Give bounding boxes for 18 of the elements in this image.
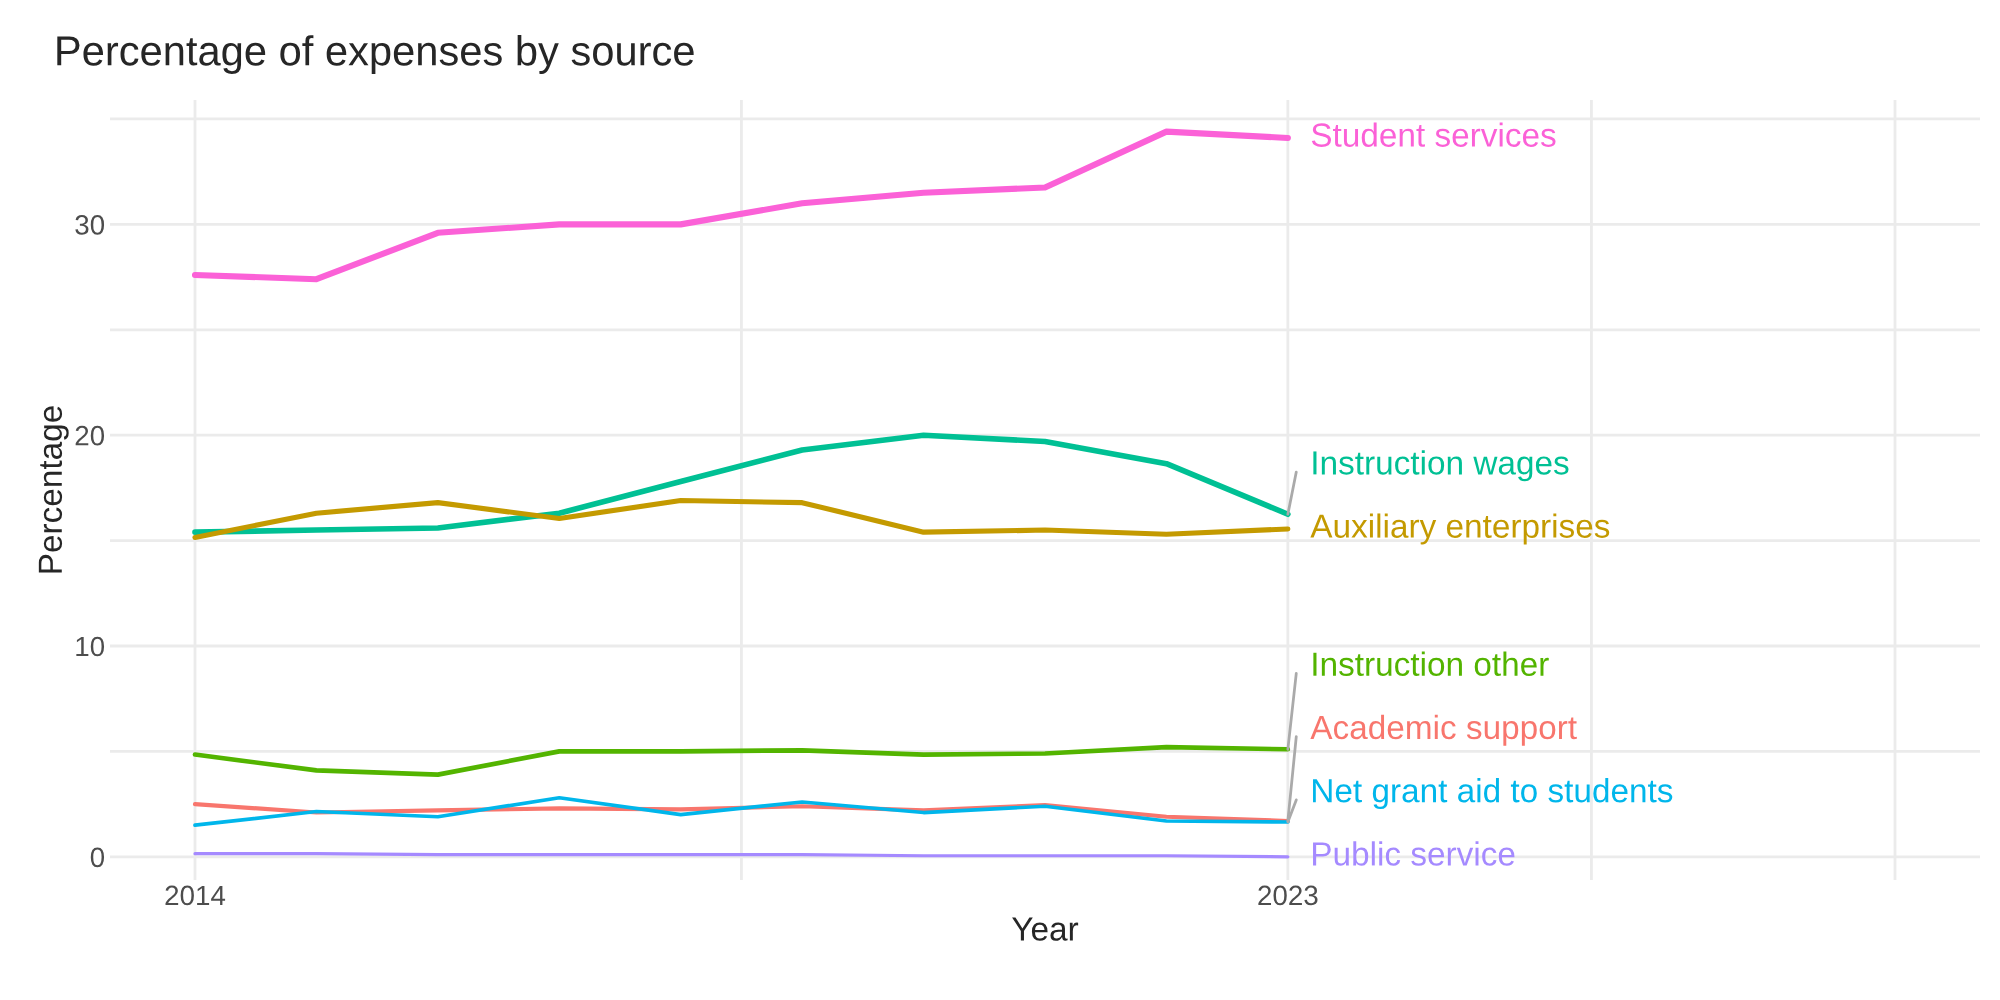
text: Instruction other: [1313, 651, 1549, 677]
y-tick-label: 20: [75, 425, 105, 446]
text: Academic support: [1310, 714, 1577, 746]
series-label: Public service: [1313, 841, 1515, 866]
y-tick-label: 0: [90, 847, 105, 868]
y-tick-label: 10: [76, 636, 105, 657]
line-series: [193, 795, 1290, 828]
line-series: [192, 744, 1291, 777]
x-tick-label: 2014: [165, 885, 226, 906]
series-label: Instruction wages: [1313, 450, 1569, 482]
x-axis-title: Year: [1012, 917, 1079, 941]
series-label: Auxiliary enterprises: [1310, 513, 1610, 545]
series-label: Net grant aid to students: [1313, 778, 1673, 810]
x-tick-label: 2023: [1258, 885, 1318, 906]
chart-title: Percentage of expenses by source: [57, 35, 694, 74]
y-tick-label: 30: [75, 215, 105, 235]
series-label: Student services: [1311, 122, 1556, 147]
y-axis-title: Percentage: [38, 406, 69, 573]
